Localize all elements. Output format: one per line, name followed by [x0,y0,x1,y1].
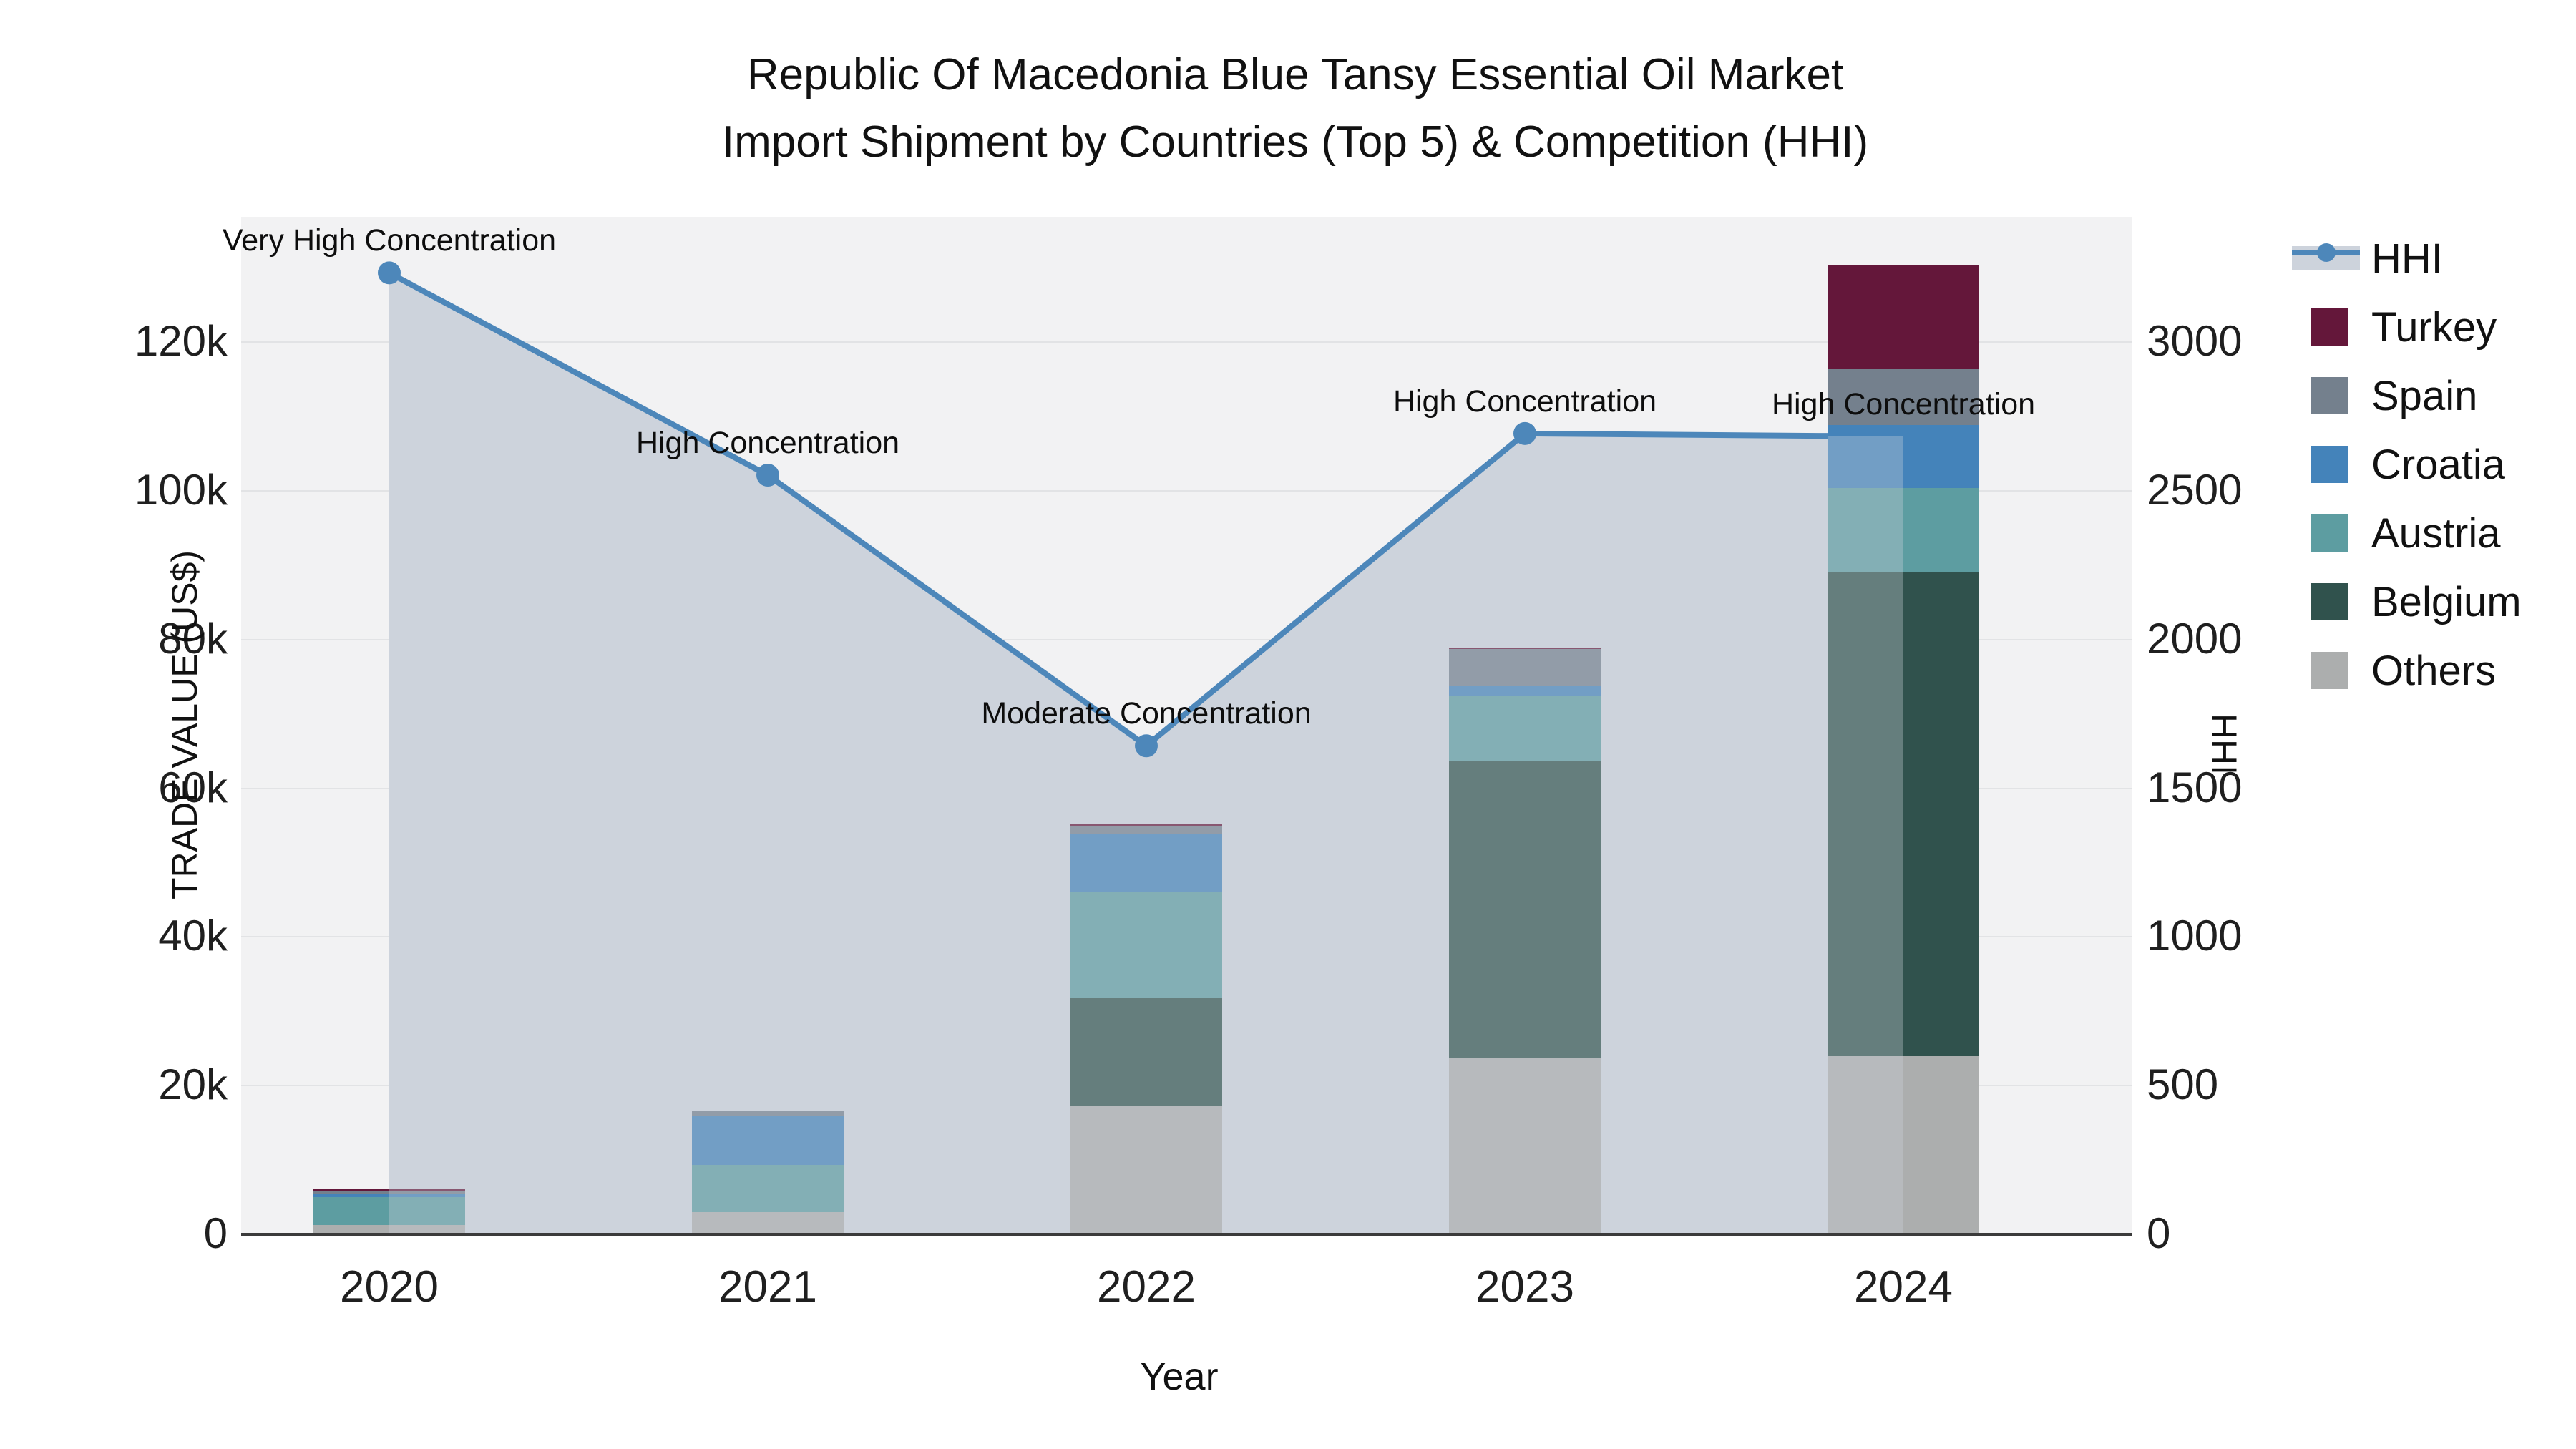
y-right-tick-2000: 2000 [2147,614,2243,663]
bar-segment-spain-2024[interactable] [1828,369,1979,426]
y-right-tick-3000: 3000 [2147,317,2243,365]
bar-segment-croatia-2024[interactable] [1828,425,1979,488]
right-axis-title: HHI [2204,713,2244,776]
bar-segment-belgium-2023[interactable] [1449,761,1601,1058]
legend-label: HHI [2371,235,2443,282]
x-axis-title: Year [1140,1355,1219,1398]
legend-label: Spain [2371,372,2478,419]
bar-segment-spain-2020[interactable] [313,1190,465,1194]
austria-swatch-icon [2311,514,2348,552]
y-left-tick-100k: 100k [134,465,228,514]
y-right-tick-1500: 1500 [2147,763,2243,811]
left-axis-title: TRADE VALUE (US$) [165,550,205,900]
y-left-tick-0: 0 [203,1209,228,1257]
bar-segment-austria-2021[interactable] [692,1165,844,1212]
bar-segment-spain-2022[interactable] [1070,826,1222,834]
legend-label: Turkey [2371,303,2497,351]
y-left-tick-20k: 20k [158,1060,228,1109]
bar-segment-turkey-2023[interactable] [1449,648,1601,650]
x-axis-line [241,1233,2132,1236]
bar-segment-belgium-2024[interactable] [1828,572,1979,1056]
bar-segment-croatia-2021[interactable] [692,1115,844,1166]
y-left-tick-120k: 120k [134,317,228,365]
y-right-tick-1000: 1000 [2147,912,2243,960]
bar-segment-others-2021[interactable] [692,1211,844,1234]
bar-segment-spain-2023[interactable] [1449,649,1601,686]
legend-label: Belgium [2371,578,2522,625]
spain-swatch-icon [2311,377,2348,414]
y-right-tick-500: 500 [2147,1060,2219,1109]
y-left-tick-80k: 80k [158,614,228,663]
annotation-2021: High Concentration [635,426,900,461]
annotation-2024: High Concentration [1771,387,2036,421]
bar-segment-turkey-2020[interactable] [313,1189,465,1191]
bar-segment-turkey-2022[interactable] [1070,824,1222,826]
legend-label: Austria [2371,509,2501,557]
y-right-tick-0: 0 [2147,1209,2171,1257]
y-left-tick-40k: 40k [158,912,228,960]
bar-segment-others-2023[interactable] [1449,1057,1601,1234]
x-tick-2021: 2021 [718,1262,817,1312]
y-right-tick-2500: 2500 [2147,465,2243,514]
bar-segment-austria-2023[interactable] [1449,695,1601,761]
bar-segment-croatia-2022[interactable] [1070,833,1222,892]
legend: HHI Turkey Spain Croatia Austria Belgium… [2292,235,2522,717]
bar-segment-others-2020[interactable] [313,1224,465,1234]
x-tick-2024: 2024 [1854,1262,1953,1312]
legend-label: Others [2371,647,2497,694]
legend-item-austria[interactable]: Austria [2292,509,2522,557]
chart-title-line1: Republic Of Macedonia Blue Tansy Essenti… [746,50,1844,99]
annotation-2022: Moderate Concentration [981,696,1312,731]
turkey-swatch-icon [2311,308,2348,346]
annotation-2023: High Concentration [1392,384,1657,419]
bar-segment-austria-2022[interactable] [1070,891,1222,998]
others-swatch-icon [2311,652,2348,689]
chart-title: Republic Of Macedonia Blue Tansy Essenti… [722,42,1868,176]
x-tick-2023: 2023 [1475,1262,1574,1312]
chart-title-line2: Import Shipment by Countries (Top 5) & C… [721,117,1869,167]
legend-item-spain[interactable]: Spain [2292,372,2522,419]
bar-segment-belgium-2022[interactable] [1070,997,1222,1106]
y-left-tick-60k: 60k [158,763,228,811]
croatia-swatch-icon [2311,446,2348,483]
legend-label: Croatia [2371,441,2505,488]
bar-segment-croatia-2020[interactable] [313,1193,465,1198]
bar-segment-austria-2020[interactable] [313,1197,465,1225]
bar-segment-others-2022[interactable] [1070,1106,1222,1234]
x-tick-2022: 2022 [1097,1262,1196,1312]
hhi-line-swatch-icon [2292,243,2360,270]
legend-item-others[interactable]: Others [2292,647,2522,694]
bar-segment-croatia-2023[interactable] [1449,686,1601,696]
bar-segment-others-2024[interactable] [1828,1055,1979,1234]
bar-segment-spain-2021[interactable] [692,1111,844,1116]
bar-segment-austria-2024[interactable] [1828,487,1979,573]
legend-item-croatia[interactable]: Croatia [2292,441,2522,488]
x-tick-2020: 2020 [340,1262,439,1312]
annotation-2020: Very High Concentration [222,223,557,258]
legend-item-belgium[interactable]: Belgium [2292,578,2522,625]
legend-item-turkey[interactable]: Turkey [2292,303,2522,351]
bar-segment-turkey-2024[interactable] [1828,264,1979,369]
legend-item-hhi[interactable]: HHI [2292,235,2522,282]
belgium-swatch-icon [2311,583,2348,620]
